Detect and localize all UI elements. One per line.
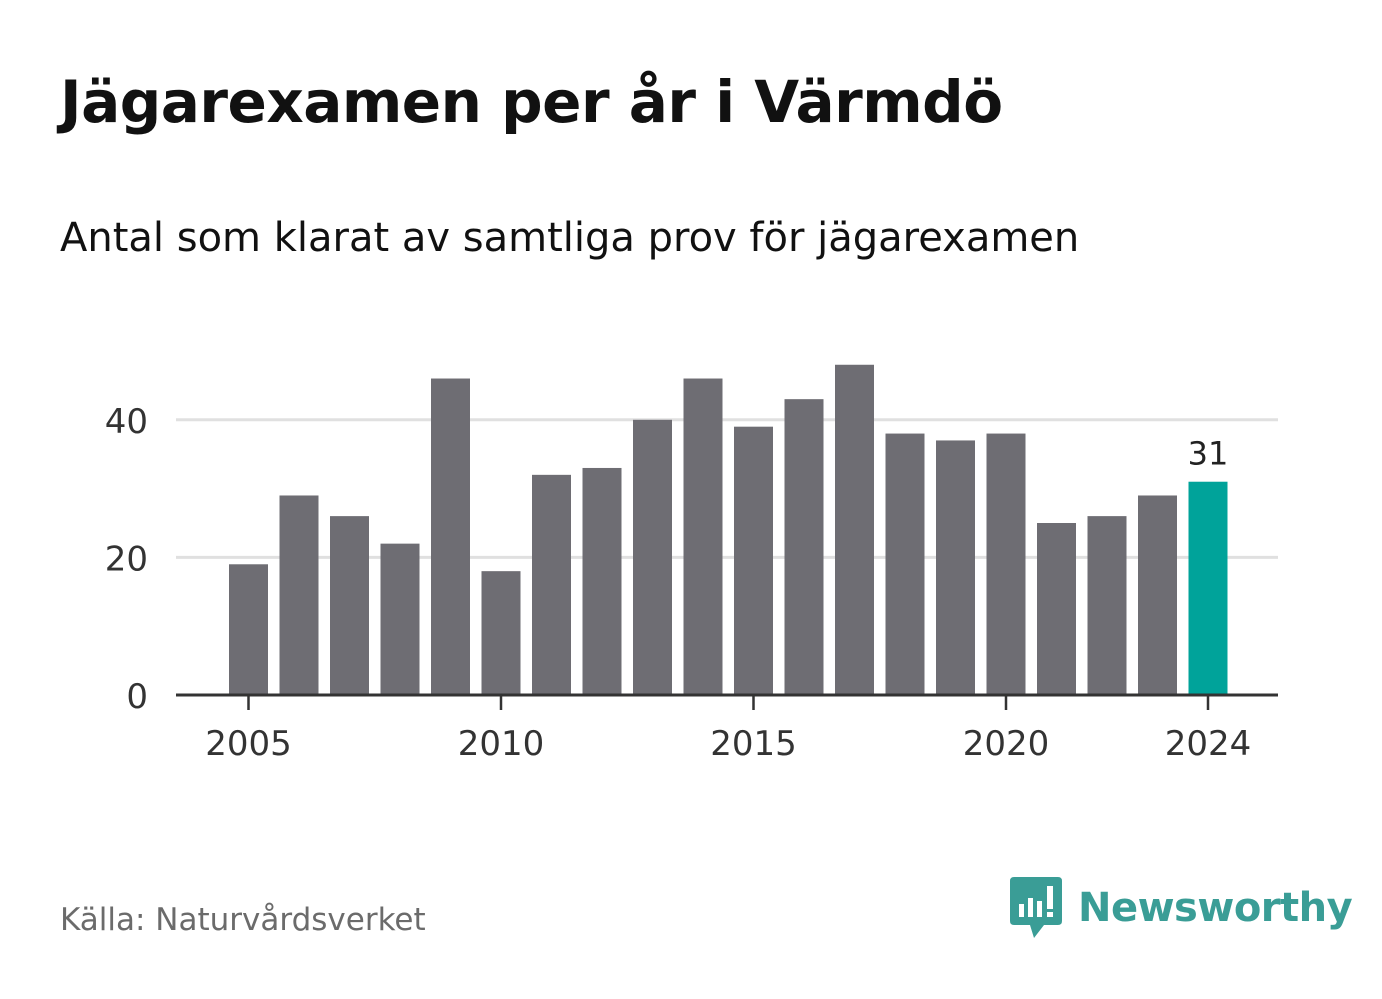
bar-2014 xyxy=(683,378,723,695)
y-tick-label: 40 xyxy=(105,402,148,442)
x-tick-label: 2005 xyxy=(205,724,292,764)
bar-2008 xyxy=(380,543,420,695)
x-tick-label: 2024 xyxy=(1165,724,1252,764)
bar-2010 xyxy=(481,571,521,695)
bar-2023 xyxy=(1138,495,1177,695)
y-tick-label: 20 xyxy=(105,539,148,579)
bar-2020 xyxy=(986,433,1026,695)
bar-2007 xyxy=(330,516,369,695)
x-tick-label: 2020 xyxy=(963,724,1050,764)
bar-2005 xyxy=(229,564,268,695)
bar-2009 xyxy=(431,378,470,695)
bar-2013 xyxy=(633,419,672,695)
newsworthy-logo-icon xyxy=(1010,877,1062,938)
bar-2021 xyxy=(1037,523,1076,695)
brand-name: Newsworthy xyxy=(1078,885,1353,931)
bar-2019 xyxy=(936,440,975,695)
bar-2024 xyxy=(1188,481,1228,695)
y-tick-label: 0 xyxy=(126,677,148,717)
bars xyxy=(229,364,1228,695)
bar-2017 xyxy=(835,364,874,695)
axes xyxy=(176,693,1278,710)
bar-2011 xyxy=(532,474,571,695)
x-tick-label: 2015 xyxy=(710,724,797,764)
chart-subtitle: Antal som klarat av samtliga prov för jä… xyxy=(60,215,1080,261)
data-label: 31 xyxy=(1188,435,1229,473)
source-note: Källa: Naturvårdsverket xyxy=(60,902,426,938)
bar-2016 xyxy=(784,399,824,695)
bar-2015 xyxy=(734,426,773,695)
bar-2022 xyxy=(1087,516,1127,695)
brand: Newsworthy xyxy=(1010,876,1353,940)
bar-2012 xyxy=(582,467,622,695)
bar-2018 xyxy=(885,433,925,695)
chart-title: Jägarexamen per år i Värmdö xyxy=(60,68,1003,136)
labels: 0 20 40 2005 2010 2015 2020 2024 31 xyxy=(105,402,1252,764)
bar-2006 xyxy=(279,495,319,695)
x-tick-label: 2010 xyxy=(458,724,545,764)
